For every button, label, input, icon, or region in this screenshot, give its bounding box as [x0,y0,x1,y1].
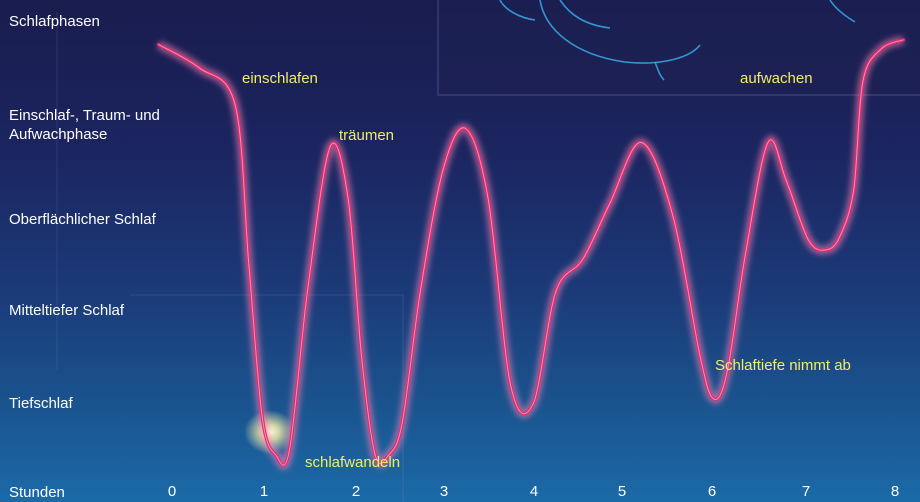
sleeper-face-illustration [499,0,856,81]
y-level-medium-sleep: Mitteltiefer Schlaf [9,302,125,319]
y-axis-title: Schlafphasen [9,13,100,30]
annotation-traeumen: träumen [339,127,395,144]
x-axis-title: Stunden [9,484,65,501]
x-tick-label: 1 [259,483,269,500]
x-tick-label: 3 [439,483,449,500]
sleep-curve-glow [156,35,906,470]
x-tick-label: 0 [167,483,177,500]
x-tick-label: 2 [351,483,361,500]
annotation-aufwachen: aufwachen [740,70,813,87]
annotation-einschlafen: einschlafen [242,70,318,87]
x-tick-label: 4 [529,483,539,500]
deep-sleep-glow [244,410,296,454]
annotation-schlaftiefe: Schlaftiefe nimmt ab [715,357,851,374]
annotation-schlafwandeln: schlafwandeln [305,454,401,471]
x-tick-label: 6 [707,483,717,500]
sleep-curve-highlight [158,39,904,466]
x-tick-label: 7 [801,483,811,500]
y-level-wake-dream: Einschlaf-, Traum- und Aufwachphase [9,107,160,143]
x-tick-label: 8 [890,483,900,500]
y-level-light-sleep: Oberflächlicher Schlaf [9,211,156,228]
x-tick-label: 5 [617,483,627,500]
y-level-deep-sleep: Tiefschlaf [9,395,73,412]
